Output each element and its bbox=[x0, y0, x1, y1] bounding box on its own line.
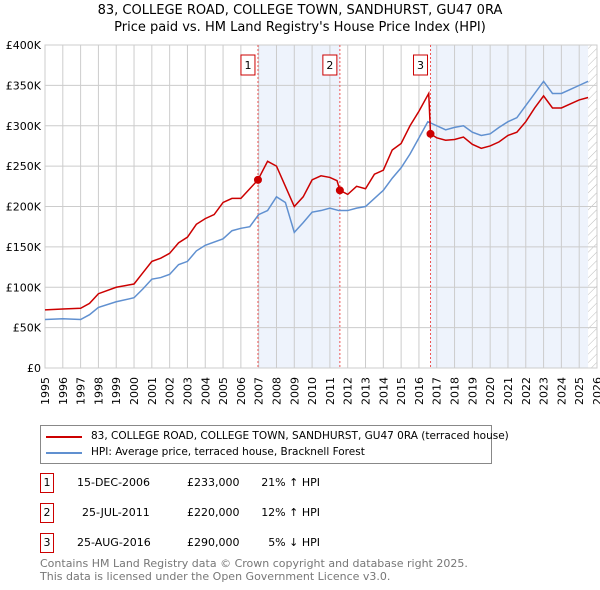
x-tick-label: 1996 bbox=[57, 377, 70, 405]
sale-point bbox=[426, 129, 435, 138]
sale-label-box bbox=[322, 54, 338, 76]
legend-swatch-property bbox=[46, 435, 82, 438]
sale-label: 1 bbox=[244, 59, 251, 72]
x-tick-label: 2024 bbox=[555, 377, 568, 405]
sale-row: 1 15-DEC-2006 £233,000 21% ↑ HPI bbox=[40, 473, 340, 493]
legend-label-property: 83, COLLEGE ROAD, COLLEGE TOWN, SANDHURS… bbox=[91, 430, 509, 442]
sale-price: £220,000 bbox=[187, 506, 240, 519]
series-line bbox=[44, 80, 589, 321]
x-tick-label: 2023 bbox=[538, 377, 551, 405]
x-tick-label: 2019 bbox=[466, 377, 479, 405]
x-tick-label: 1997 bbox=[75, 377, 88, 405]
sale-date: 15-DEC-2006 bbox=[77, 476, 151, 489]
x-tick-label: 2004 bbox=[199, 377, 212, 405]
y-tick-label: £350K bbox=[6, 79, 42, 92]
x-tick-label: 2011 bbox=[324, 377, 337, 405]
sale-point bbox=[253, 175, 262, 184]
sale-number: 2 bbox=[40, 503, 54, 523]
chart-title: 83, COLLEGE ROAD, COLLEGE TOWN, SANDHURS… bbox=[97, 3, 503, 18]
x-tick-label: 2012 bbox=[342, 377, 355, 405]
x-tick-label: 2002 bbox=[164, 377, 177, 405]
sale-hpi-diff: 12% ↑ HPI bbox=[261, 506, 320, 519]
x-tick-label: 2015 bbox=[395, 377, 408, 405]
sale-label: 3 bbox=[417, 59, 424, 72]
sale-number: 3 bbox=[40, 533, 54, 553]
series-line bbox=[44, 90, 589, 311]
x-tick-label: 2022 bbox=[520, 377, 533, 405]
sale-hpi-diff: 21% ↑ HPI bbox=[261, 476, 320, 489]
x-tick-label: 2013 bbox=[360, 377, 373, 405]
x-tick-label: 2006 bbox=[235, 377, 248, 405]
x-tick-label: 2016 bbox=[413, 377, 426, 405]
y-tick-label: £250K bbox=[6, 160, 42, 173]
x-tick-label: 2000 bbox=[128, 377, 141, 405]
sale-hpi-diff: 5% ↓ HPI bbox=[268, 536, 320, 549]
sale-label: 2 bbox=[326, 59, 333, 72]
y-tick-label: £400K bbox=[6, 39, 42, 52]
y-tick-label: £150K bbox=[6, 241, 42, 254]
sale-row: 3 25-AUG-2016 £290,000 5% ↓ HPI bbox=[40, 533, 340, 553]
y-tick-label: £0 bbox=[27, 362, 41, 375]
legend-label-hpi: HPI: Average price, terraced house, Brac… bbox=[91, 446, 365, 458]
x-tick-label: 2007 bbox=[253, 377, 266, 405]
x-tick-label: 2010 bbox=[306, 377, 319, 405]
sale-label-box bbox=[413, 54, 429, 76]
footer-copyright: Contains HM Land Registry data © Crown c… bbox=[40, 557, 468, 570]
x-tick-label: 1995 bbox=[39, 377, 52, 405]
x-tick-label: 1999 bbox=[110, 377, 123, 405]
x-tick-label: 2018 bbox=[449, 377, 462, 405]
x-tick-label: 2009 bbox=[288, 377, 301, 405]
x-tick-label: 2005 bbox=[217, 377, 230, 405]
legend-swatch-hpi bbox=[46, 451, 82, 454]
plot-border bbox=[44, 44, 598, 369]
sale-date: 25-AUG-2016 bbox=[77, 536, 151, 549]
x-tick-label: 1998 bbox=[92, 377, 105, 405]
x-tick-label: 2020 bbox=[484, 377, 497, 405]
sale-point bbox=[335, 186, 344, 195]
x-tick-label: 2001 bbox=[146, 377, 159, 405]
x-tick-label: 2025 bbox=[573, 377, 586, 405]
x-tick-label: 2026 bbox=[591, 377, 600, 405]
sale-date: 25-JUL-2011 bbox=[82, 506, 150, 519]
sale-row: 2 25-JUL-2011 £220,000 12% ↑ HPI bbox=[40, 503, 340, 523]
footer-licence: This data is licensed under the Open Gov… bbox=[40, 570, 391, 583]
x-tick-label: 2021 bbox=[502, 377, 515, 405]
sale-number: 1 bbox=[40, 473, 54, 493]
y-tick-label: £200K bbox=[6, 201, 42, 214]
x-tick-label: 2014 bbox=[377, 377, 390, 405]
y-tick-label: £100K bbox=[6, 281, 42, 294]
y-tick-label: £300K bbox=[6, 120, 42, 133]
y-tick-label: £50K bbox=[13, 322, 42, 335]
chart-subtitle: Price paid vs. HM Land Registry's House … bbox=[114, 20, 486, 35]
sale-price: £233,000 bbox=[187, 476, 240, 489]
x-tick-label: 2017 bbox=[431, 377, 444, 405]
legend: 83, COLLEGE ROAD, COLLEGE TOWN, SANDHURS… bbox=[40, 425, 509, 464]
x-tick-label: 2003 bbox=[181, 377, 194, 405]
x-tick-label: 2008 bbox=[270, 377, 283, 405]
chart-plot: 1995 1996 1997 1998 1999 2000 2001 2002 2003 2004… bbox=[6, 39, 600, 405]
sale-label-box bbox=[240, 54, 256, 76]
sale-price: £290,000 bbox=[187, 536, 240, 549]
